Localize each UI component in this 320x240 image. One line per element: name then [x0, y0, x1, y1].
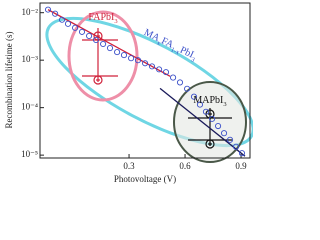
point: [156, 66, 163, 73]
annotation-sub: 3: [114, 18, 117, 25]
x-tick-label: 0.3: [123, 161, 135, 171]
point: [202, 108, 209, 115]
point: [44, 6, 52, 13]
point: [142, 60, 149, 67]
annotation: MAPbI3: [193, 95, 226, 108]
annotation-text: FAPbI: [88, 12, 114, 23]
annotation-text: FA: [159, 36, 175, 52]
point: [134, 57, 142, 64]
y-tick-label: 10⁻⁴: [21, 102, 38, 112]
point: [128, 55, 135, 62]
ellipse-pink: [67, 10, 139, 102]
annotation-sub: 3: [190, 56, 196, 64]
point: [120, 52, 128, 59]
diagram-fa: [82, 28, 118, 85]
point: [170, 74, 177, 81]
y-tick-label: 10⁻⁵: [21, 149, 38, 159]
annotation: MAxFA1-xPbI3: [141, 27, 198, 64]
point: [52, 10, 59, 17]
point: [106, 45, 114, 52]
point: [100, 40, 107, 48]
chart: Photovoltage (V) Recombination lifetime …: [4, 2, 253, 184]
point: [226, 136, 234, 143]
point: [72, 24, 79, 31]
point: [209, 115, 216, 122]
annotation-sub: x: [156, 40, 163, 48]
point: [176, 79, 184, 86]
point: [190, 93, 198, 100]
point: [148, 63, 156, 70]
x-tick-label: 0.6: [179, 161, 191, 171]
point: [221, 130, 228, 137]
point: [92, 36, 100, 43]
point: [238, 150, 246, 157]
annotation-text: MAPbI: [193, 95, 223, 106]
x-tick-label: 0.9: [235, 161, 247, 171]
point: [232, 143, 240, 150]
fit-line: [159, 87, 246, 157]
point: [184, 85, 191, 92]
point: [196, 101, 204, 108]
y-axis-label: Recombination lifetime (s): [4, 32, 14, 129]
x-axis-label: Photovoltage (V): [114, 174, 176, 184]
annotation: FAPbI3: [88, 12, 117, 25]
plot-frame: [39, 2, 251, 159]
point: [78, 28, 86, 35]
y-tick-label: 10⁻²: [22, 7, 39, 17]
y-tick-label: 10⁻³: [22, 54, 39, 64]
annotation-text: PbI: [178, 45, 195, 61]
annotation-sub: 1-x: [169, 46, 181, 56]
point: [58, 16, 66, 23]
point: [162, 69, 170, 76]
annotation-sub: 3: [223, 101, 226, 108]
point: [114, 49, 121, 56]
point: [215, 122, 222, 130]
point: [86, 32, 93, 39]
ellipse-cyan: [45, 16, 253, 148]
point: [64, 20, 72, 27]
